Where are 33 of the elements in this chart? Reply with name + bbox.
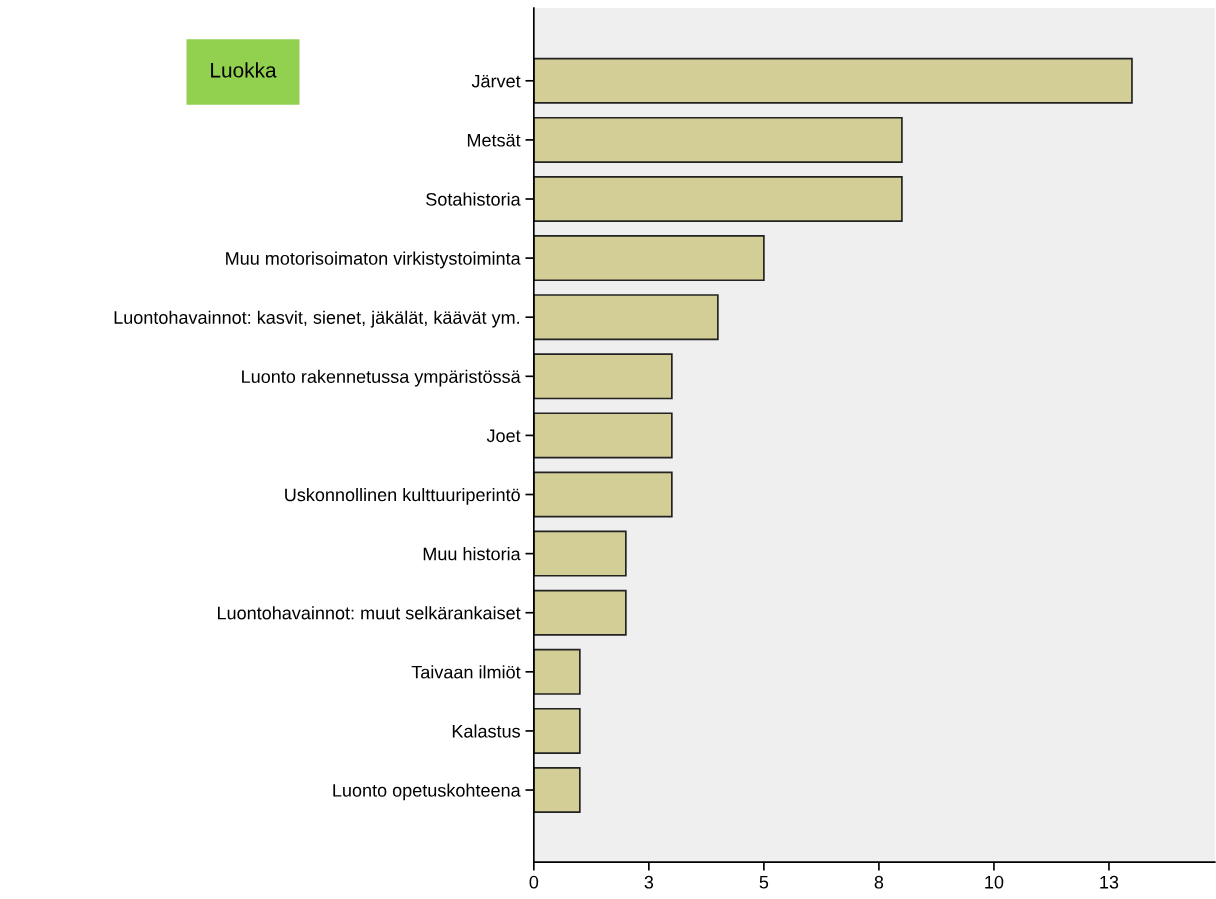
y-tick-label: Joet: [486, 429, 521, 443]
bar: [533, 471, 673, 518]
x-tick-label: 3: [644, 875, 654, 889]
y-tick-label: Luontohavainnot: muut selkärankaiset: [218, 606, 521, 620]
y-tick-label: Taivaan ilmiöt: [411, 665, 521, 679]
bar: [533, 175, 903, 222]
y-tick-label: Luonto opetuskohteena: [333, 783, 521, 801]
bar: [533, 530, 627, 577]
y-tick-label: Uskonnollinen kulttuuriperintö: [285, 487, 520, 505]
bar: [533, 57, 1133, 104]
bar: [533, 116, 903, 163]
y-tick-label: Järvet: [471, 74, 521, 88]
x-tick-label: 0: [529, 875, 539, 889]
y-tick-label: Muu historia: [423, 547, 521, 561]
bar: [533, 707, 581, 754]
bar: [533, 294, 719, 341]
y-tick-label: Metsät: [467, 134, 521, 147]
x-tick-label: 8: [874, 875, 884, 889]
bar: [533, 648, 581, 695]
bar: [533, 235, 765, 282]
bar: [533, 412, 673, 459]
text: Luokka: [211, 62, 277, 78]
y-tick-label: Sotahistoria: [426, 192, 521, 206]
y-tick-label: Kalastus: [452, 724, 520, 738]
x-tick-label: 5: [759, 876, 769, 889]
x-tick-label: 13: [1100, 875, 1119, 889]
y-tick-label: Muu motorisoimaton virkistystoiminta: [226, 251, 521, 269]
bar: [533, 589, 627, 636]
bar: [533, 353, 673, 400]
bar: [533, 767, 581, 814]
x-tick-label: 10: [985, 875, 1004, 889]
y-tick-label: Luontohavainnot: kasvit, sienet, jäkälät, käävät ym.: [114, 310, 520, 328]
y-tick-label: Luonto rakennetussa ympäristössä: [242, 369, 521, 387]
